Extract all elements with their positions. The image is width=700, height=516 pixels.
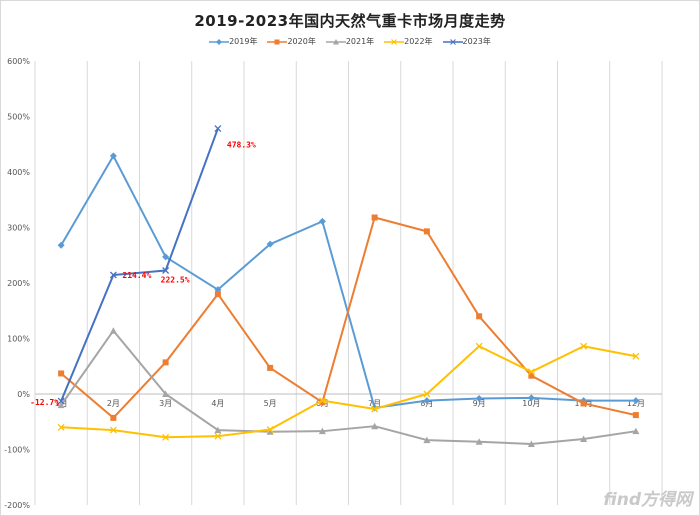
series-2021年 [57, 327, 640, 447]
point-marker [162, 433, 170, 441]
series-line [61, 345, 637, 439]
point-marker [162, 390, 170, 397]
point-marker [109, 327, 117, 334]
y-tick-label: 600% [7, 57, 30, 66]
point-marker [371, 405, 379, 413]
point-marker [423, 436, 431, 444]
series-line [60, 154, 636, 409]
point-marker [57, 397, 65, 405]
point-marker [162, 267, 170, 274]
y-tick-label: 100% [7, 335, 30, 344]
point-marker [109, 271, 117, 279]
point-marker [423, 397, 431, 405]
legend-item: 2019年 [209, 36, 257, 47]
point-marker [266, 426, 274, 433]
y-tick-label: 400% [7, 168, 30, 177]
point-marker [162, 253, 170, 261]
x-tick-label: 2月 [107, 399, 120, 408]
point-marker [475, 394, 483, 402]
series-line [60, 329, 637, 445]
point-marker [266, 428, 274, 435]
point-marker [371, 422, 379, 430]
point-marker [580, 400, 587, 407]
point-marker [580, 342, 588, 350]
legend: 2019年 2020年 2021年 2022年 2023年 [0, 36, 700, 47]
point-marker [632, 427, 640, 435]
data-label: 214.4% [122, 271, 151, 280]
legend-label: 2021年 [345, 37, 375, 46]
legend-swatch [209, 38, 230, 45]
x-tick-label: 5月 [264, 399, 277, 408]
point-marker [57, 241, 65, 249]
point-marker [632, 352, 640, 360]
point-marker [423, 390, 431, 398]
point-marker [266, 240, 274, 248]
chart-title: 2019-2023年国内天然气重卡市场月度走势 [194, 12, 506, 30]
x-tick-label: 9月 [473, 399, 486, 408]
legend-item: 2022年 [384, 36, 433, 47]
point-marker [423, 228, 430, 235]
legend-swatch [267, 39, 288, 44]
point-marker [318, 217, 326, 225]
series-2023年 [57, 125, 222, 405]
legend-label: 2023年 [462, 37, 491, 46]
legend-label: 2019年 [229, 37, 258, 46]
point-marker [632, 412, 639, 419]
point-marker [527, 440, 535, 447]
series-line [60, 128, 219, 402]
watermark-logo: find方得网 [603, 490, 692, 510]
legend-swatch [325, 38, 346, 44]
x-tick-label: 3月 [159, 399, 172, 408]
point-marker [527, 368, 535, 376]
point-marker [110, 414, 117, 421]
point-marker [527, 394, 535, 402]
point-marker [109, 426, 117, 434]
data-label: 222.5% [161, 276, 190, 285]
legend-swatch [384, 38, 405, 45]
y-tick-label: 500% [7, 113, 30, 122]
point-marker [162, 359, 169, 366]
point-marker [57, 423, 65, 431]
point-marker [214, 426, 222, 434]
point-marker [109, 152, 117, 160]
series-line [60, 216, 637, 419]
point-marker [214, 291, 221, 298]
y-tick-label: -100% [4, 446, 30, 455]
point-marker [318, 427, 326, 435]
legend-swatch [442, 38, 463, 45]
y-tick-label: 0% [17, 390, 30, 399]
y-tick-label: 300% [7, 224, 30, 233]
legend-item: 2020年 [267, 36, 316, 47]
point-marker [214, 125, 222, 133]
legend-label: 2020年 [287, 37, 316, 46]
point-marker [371, 214, 378, 221]
legend-item: 2021年 [325, 36, 375, 47]
point-marker [318, 397, 326, 405]
series-2022年 [57, 342, 640, 441]
point-marker [58, 370, 65, 377]
x-tick-label: 4月 [211, 399, 224, 408]
x-tick-label: 7月 [368, 399, 381, 408]
point-marker [580, 435, 588, 442]
data-label: -12.7% [30, 398, 59, 407]
data-label: 478.3% [227, 141, 256, 150]
point-marker [632, 397, 640, 405]
point-marker [475, 438, 483, 445]
y-tick-label: 200% [7, 279, 30, 288]
point-marker [319, 399, 326, 406]
point-marker [475, 342, 483, 350]
point-marker [57, 401, 65, 409]
x-tick-label: 10月 [522, 399, 540, 408]
series-2020年 [58, 214, 639, 421]
y-tick-label: -200% [4, 501, 30, 510]
point-marker [214, 432, 222, 440]
point-marker [528, 372, 535, 379]
point-marker [476, 313, 483, 320]
legend-item: 2023年 [442, 36, 491, 47]
legend-label: 2022年 [404, 37, 433, 46]
point-marker [267, 364, 274, 371]
